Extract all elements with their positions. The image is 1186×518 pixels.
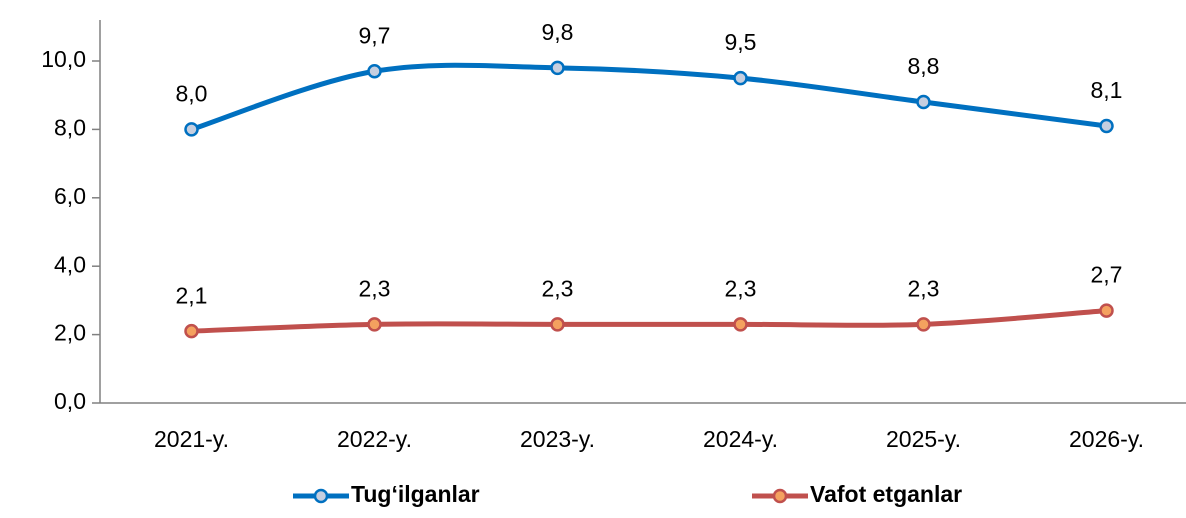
data-label: 8,8 xyxy=(908,53,940,79)
data-label: 2,3 xyxy=(725,275,757,301)
data-label: 8,0 xyxy=(176,80,208,106)
data-label: 2,7 xyxy=(1091,262,1123,288)
x-tick-label: 2025-y. xyxy=(886,426,961,452)
series-line xyxy=(191,308,1107,334)
series-line xyxy=(190,62,1107,132)
y-tick-label: 6,0 xyxy=(54,183,86,209)
point-marker xyxy=(184,122,199,137)
point-marker xyxy=(1099,118,1114,134)
legend-text: Tug‘ilganlar xyxy=(351,481,480,507)
x-tick-label: 2024-y. xyxy=(703,426,778,452)
y-tick-label: 0,0 xyxy=(54,388,86,414)
data-label: 2,3 xyxy=(359,275,391,301)
point-marker xyxy=(184,323,199,339)
point-marker xyxy=(367,317,382,332)
y-tick-label: 8,0 xyxy=(54,114,86,140)
point-marker xyxy=(916,317,931,332)
y-tick-label: 2,0 xyxy=(54,320,86,346)
x-tick-label: 2026-y. xyxy=(1069,426,1144,452)
data-label: 8,1 xyxy=(1091,77,1123,103)
legend-marker xyxy=(313,488,329,504)
point-marker xyxy=(550,60,565,76)
data-label: 2,1 xyxy=(176,282,208,308)
point-marker xyxy=(916,94,931,110)
point-marker xyxy=(550,317,565,332)
point-marker xyxy=(733,317,748,332)
data-label: 9,8 xyxy=(542,19,574,45)
data-label: 2,3 xyxy=(542,275,574,301)
point-marker xyxy=(367,64,382,79)
data-label: 9,5 xyxy=(725,29,757,55)
x-tick-label: 2021-y. xyxy=(154,426,229,452)
y-tick-label: 4,0 xyxy=(54,251,86,277)
x-tick-label: 2022-y. xyxy=(337,426,412,452)
x-tick-label: 2023-y. xyxy=(520,426,595,452)
data-label: 9,7 xyxy=(359,22,391,48)
point-marker xyxy=(733,70,748,86)
legend-text: Vafot etganlar xyxy=(810,481,962,507)
data-label: 2,3 xyxy=(908,275,940,301)
point-marker xyxy=(1099,303,1114,318)
y-tick-label: 10,0 xyxy=(41,46,86,72)
legend-marker xyxy=(772,488,788,504)
